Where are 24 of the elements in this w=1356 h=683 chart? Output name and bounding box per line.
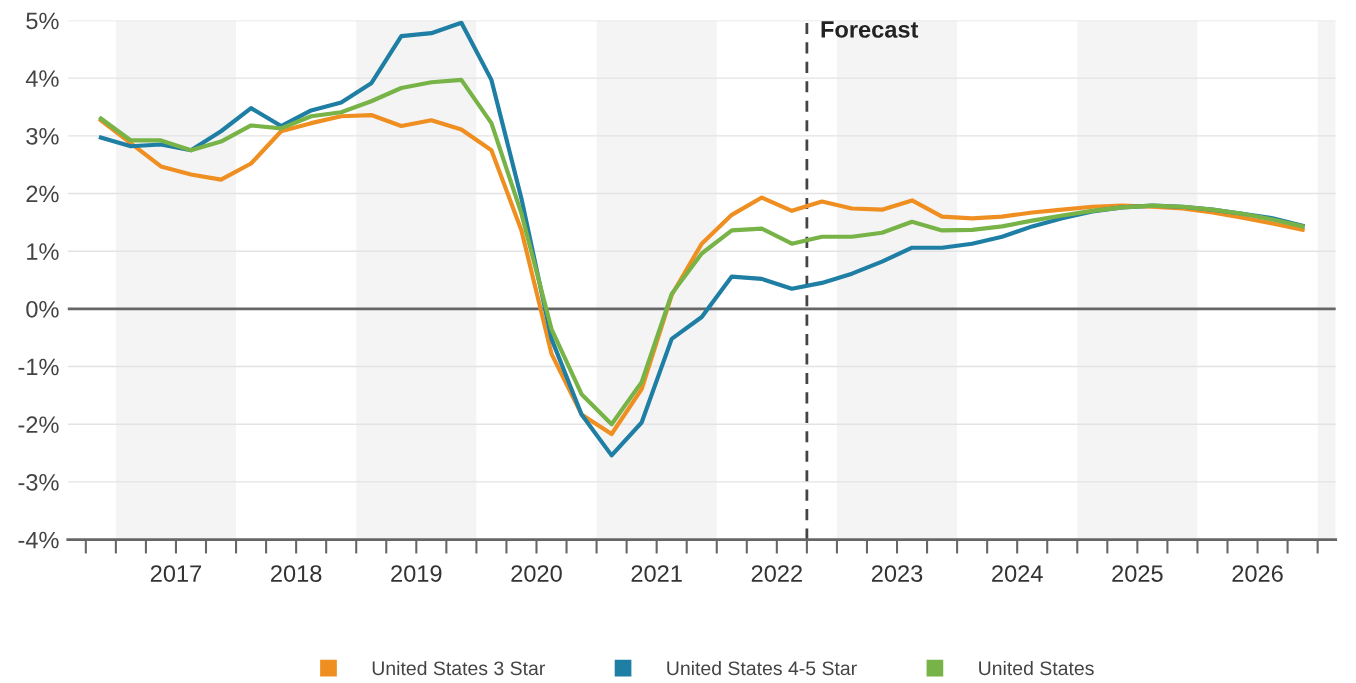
y-tick-label: -1% xyxy=(18,358,59,376)
y-tick-label: 3% xyxy=(26,127,59,145)
x-tick-label: 2019 xyxy=(391,565,442,582)
y-tick-label: 0% xyxy=(26,300,59,318)
x-tick-label: 2026 xyxy=(1232,565,1283,582)
y-tick-label: -2% xyxy=(18,416,59,433)
x-tick-label: 2020 xyxy=(511,565,562,582)
ref-line-label: Forecast xyxy=(821,21,919,38)
legend-label: United States xyxy=(979,660,1094,676)
y-tick-label: 2% xyxy=(26,185,59,203)
x-tick-label: 2023 xyxy=(871,565,923,582)
x-tick-label: 2022 xyxy=(751,565,802,582)
x-tick-label: 2024 xyxy=(992,565,1043,582)
y-tick-label: -3% xyxy=(18,473,59,491)
x-tick-label: 2018 xyxy=(271,565,322,582)
x-tick-label: 2017 xyxy=(150,565,202,582)
legend-label: United States 4-5 Star xyxy=(667,660,857,676)
y-tick-label: -4% xyxy=(18,531,59,549)
x-tick-label: 2021 xyxy=(631,565,682,582)
y-tick-label: 5% xyxy=(26,12,59,30)
y-tick-label: 1% xyxy=(27,243,59,260)
y-tick-label: 4% xyxy=(25,70,59,87)
x-tick-label: 2025 xyxy=(1112,565,1163,582)
legend-label: United States 3 Star xyxy=(372,660,545,676)
